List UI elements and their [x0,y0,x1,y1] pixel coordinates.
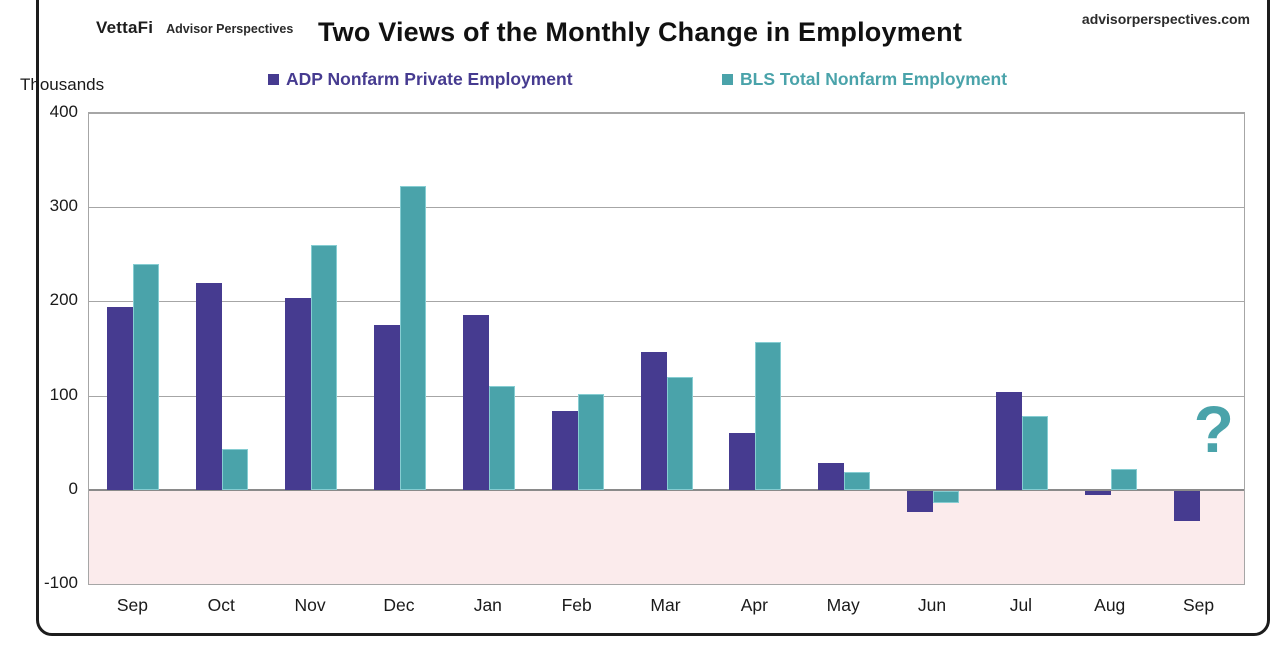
bar-bls-jul-10 [1021,416,1048,490]
y-tick-label: -100 [43,573,78,592]
x-axis: Sep Oct Nov Dec Jan Feb Mar Apr May Jun Jul Aug Sep [88,595,1243,621]
legend-item-adp: ADP Nonfarm Private Employment [268,69,573,90]
bar-bls-nov-2 [311,244,338,490]
bar-adp-jan-4 [462,314,489,490]
bar-bls-jun-9 [933,490,960,504]
x-tick-label: Jul [1009,595,1033,615]
legend-swatch-bls [722,74,733,85]
legend-swatch-adp [268,74,279,85]
bar-adp-nov-2 [285,297,312,490]
y-tick-label: 300 [49,196,78,216]
x-tick-label: Dec [383,595,415,615]
x-tick-label: Nov [294,595,326,615]
bar-adp-aug-11 [1084,490,1111,495]
bar-adp-feb-5 [551,410,578,490]
legend-label-bls: BLS Total Nonfarm Employment [740,69,1008,89]
bar-adp-mar-6 [640,352,667,490]
y-tick-label: 0 [68,478,78,498]
legend-item-bls: BLS Total Nonfarm Employment [722,69,1007,90]
negative-region [89,489,1244,584]
x-tick-label: Sep [116,595,148,615]
bar-bls-mar-6 [666,376,693,490]
bar-adp-jul-10 [995,391,1022,490]
bar-bls-dec-3 [399,186,426,490]
site-url: advisorperspectives.com [1081,11,1250,27]
bar-bls-apr-7 [755,341,782,490]
bar-adp-sep-12 [1173,490,1200,521]
y-tick-label: 200 [49,290,78,310]
bar-adp-apr-7 [729,433,756,490]
bar-adp-sep-0 [107,307,134,490]
x-tick-label: May [826,595,860,615]
y-tick-label: 400 [49,102,78,121]
x-tick-label: Aug [1094,595,1126,615]
x-tick-label: Mar [650,595,681,615]
logo-brand-text: VettaFi [96,18,154,37]
x-tick-label: Jan [473,595,502,615]
gridline [89,207,1244,209]
y-axis-unit-label: Thousands [20,75,105,94]
vettafi-logo: VettaFi Advisor Perspectives [96,18,293,38]
bar-bls-aug-11 [1110,469,1137,490]
x-tick-label: Feb [561,595,592,615]
bar-bls-oct-1 [222,449,249,490]
bar-adp-oct-1 [196,282,223,490]
chart-title: Two Views of the Monthly Change in Emplo… [317,17,963,47]
x-tick-label: Oct [207,595,235,615]
bar-bls-sep-0 [133,263,160,490]
x-tick-label: Jun [917,595,947,615]
gridline [89,301,1244,303]
bar-adp-dec-3 [373,324,400,490]
y-axis: 400 300 200 100 0 -100 [14,102,78,592]
bar-bls-jan-4 [488,386,515,490]
bar-adp-jun-9 [907,490,934,512]
x-tick-label: Apr [740,595,768,615]
bar-bls-feb-5 [577,393,604,490]
y-tick-label: 100 [49,384,78,404]
x-tick-label: Sep [1182,595,1215,615]
logo-sub-text: Advisor Perspectives [166,22,294,36]
zero-line [89,488,1244,491]
question-mark-annotation: ? [1193,392,1234,466]
legend-label-adp: ADP Nonfarm Private Employment [286,69,573,89]
bar-adp-may-8 [818,463,845,490]
gridline [89,113,1244,114]
bar-bls-may-8 [844,471,871,490]
plot-area: ? [88,112,1245,585]
